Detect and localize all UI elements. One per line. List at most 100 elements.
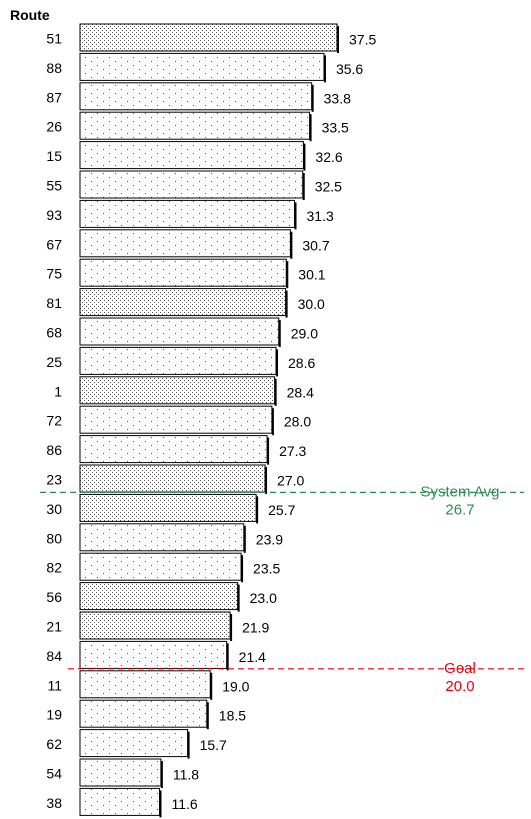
route-label: 88 xyxy=(46,60,62,76)
route-label: 55 xyxy=(46,178,62,194)
bar-shadow xyxy=(237,584,240,612)
value-label: 21.9 xyxy=(242,620,269,636)
value-label: 28.6 xyxy=(288,355,315,371)
value-label: 28.0 xyxy=(284,414,311,430)
value-label: 32.5 xyxy=(315,179,342,195)
bar xyxy=(79,523,245,552)
route-label: 75 xyxy=(46,266,62,282)
bar xyxy=(79,699,208,728)
route-label: 38 xyxy=(46,795,62,811)
value-label: 23.5 xyxy=(253,561,280,577)
reference-line-value: 26.7 xyxy=(445,501,474,518)
bar-shadow xyxy=(278,320,281,347)
bar xyxy=(79,611,231,640)
value-label: 23.0 xyxy=(250,590,277,606)
bar-shadow xyxy=(294,202,297,230)
reference-line-label: Goal xyxy=(444,660,476,677)
route-label: 54 xyxy=(46,766,62,782)
bar xyxy=(79,288,287,317)
bar xyxy=(79,199,296,228)
bar-shadow xyxy=(285,290,288,318)
value-label: 35.6 xyxy=(336,61,363,77)
bar-shadow xyxy=(311,84,314,112)
bar xyxy=(79,758,162,787)
bar-shadow xyxy=(303,143,306,171)
bar xyxy=(79,552,242,581)
value-label: 30.1 xyxy=(298,267,325,283)
route-label: 84 xyxy=(46,648,62,664)
value-label: 25.7 xyxy=(268,502,295,518)
route-label: 87 xyxy=(46,89,62,105)
bar xyxy=(79,258,287,287)
value-label: 27.0 xyxy=(277,473,304,489)
value-label: 27.3 xyxy=(279,443,306,459)
value-label: 15.7 xyxy=(200,737,227,753)
route-label: 93 xyxy=(46,207,62,223)
route-label: 30 xyxy=(46,501,62,517)
bar-shadow xyxy=(160,761,163,788)
reference-line-label: System Avg xyxy=(421,483,500,500)
bar xyxy=(79,729,189,758)
route-label: 51 xyxy=(46,31,62,47)
bar-shadow xyxy=(187,731,190,759)
bar-shadow xyxy=(256,496,259,524)
bar-shadow xyxy=(309,114,312,142)
route-label: 80 xyxy=(46,530,62,546)
bar xyxy=(79,52,325,81)
value-label: 29.0 xyxy=(291,326,318,342)
bar-shadow xyxy=(267,437,270,465)
route-label: 11 xyxy=(47,677,62,693)
bar-shadow xyxy=(276,349,279,377)
route-label: 86 xyxy=(46,442,62,458)
bar xyxy=(79,435,268,464)
bar-shadow xyxy=(159,790,162,818)
bar-shadow xyxy=(265,467,268,494)
bar-shadow xyxy=(243,525,246,553)
value-label: 33.5 xyxy=(322,120,349,136)
bar xyxy=(79,82,313,111)
bar-shadow xyxy=(302,173,305,200)
route-label: 67 xyxy=(46,236,62,252)
bar-shadow xyxy=(323,55,326,83)
value-label: 19.0 xyxy=(222,678,249,694)
bar xyxy=(79,405,273,434)
bar xyxy=(79,582,239,611)
bar xyxy=(79,111,311,140)
value-label: 32.6 xyxy=(315,149,342,165)
value-label: 37.5 xyxy=(349,32,376,48)
route-label: 26 xyxy=(46,119,62,135)
value-label: 21.4 xyxy=(239,649,266,665)
bar xyxy=(79,670,211,699)
reference-line-value: 20.0 xyxy=(445,678,474,695)
route-label: 1 xyxy=(54,383,62,399)
route-label: 68 xyxy=(46,325,62,341)
bars-layer: 51 37.5 88 35.6 87 33.8 26 33.5 15 32.6 55 32.5 93 31… xyxy=(46,23,376,818)
route-label: 25 xyxy=(46,354,62,370)
bar xyxy=(79,464,266,493)
value-label: 23.9 xyxy=(256,531,283,547)
bar-shadow xyxy=(206,702,209,730)
bar xyxy=(79,346,277,375)
bar xyxy=(79,317,280,346)
bar-shadow xyxy=(290,231,293,259)
bar xyxy=(79,141,304,170)
value-label: 30.7 xyxy=(302,237,329,253)
route-label: 15 xyxy=(46,148,62,164)
route-label: 23 xyxy=(46,472,62,488)
bar xyxy=(79,229,291,258)
bar-shadow xyxy=(226,643,229,671)
route-label: 19 xyxy=(46,707,62,723)
bar-shadow xyxy=(210,672,213,700)
bar-shadow xyxy=(286,261,289,289)
route-label: 82 xyxy=(46,560,62,576)
route-label: 62 xyxy=(46,736,62,752)
bar xyxy=(79,23,338,52)
bar-shadow xyxy=(274,378,277,406)
bar-shadow xyxy=(271,408,274,436)
bar xyxy=(79,640,228,669)
bar xyxy=(79,493,257,522)
bar-shadow xyxy=(241,555,244,583)
